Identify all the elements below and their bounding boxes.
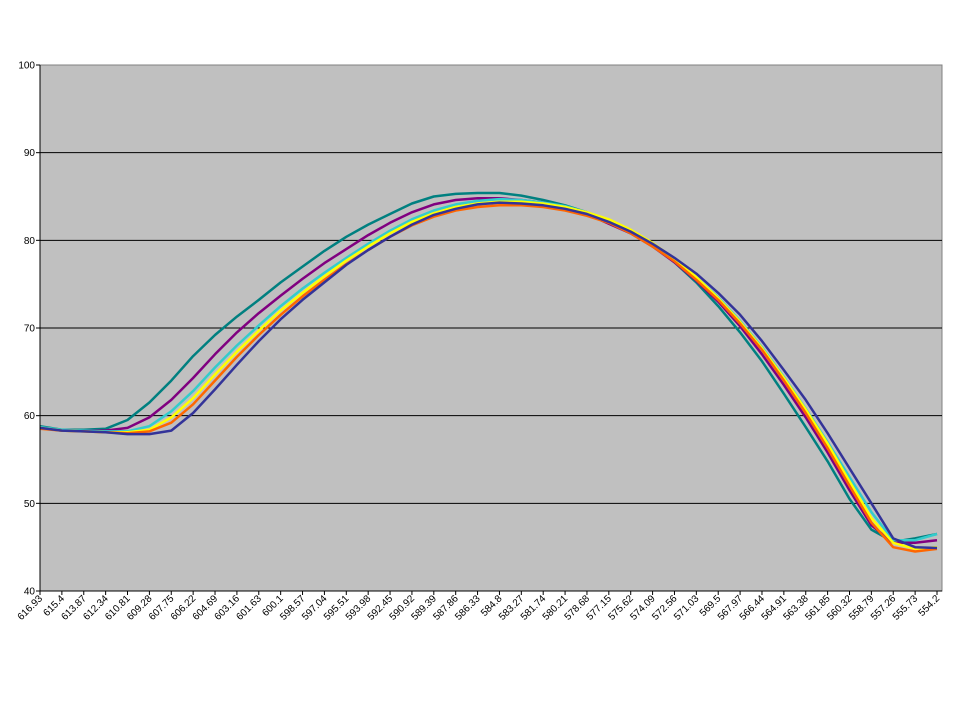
y-tick-label: 50 bbox=[24, 499, 36, 510]
y-tick-label: 60 bbox=[24, 411, 36, 422]
series-line bbox=[39, 204, 938, 553]
y-tick-label: 100 bbox=[18, 61, 35, 72]
series-line bbox=[39, 191, 938, 544]
x-tick-label: 586.33 bbox=[453, 593, 483, 623]
y-tick-label: 90 bbox=[24, 148, 36, 159]
y-tick-label: 70 bbox=[24, 324, 36, 335]
series-line bbox=[39, 201, 938, 550]
series-line bbox=[39, 197, 938, 545]
y-tick-label: 80 bbox=[24, 236, 36, 247]
y-tick-label: 40 bbox=[24, 587, 36, 598]
x-tick-label: 571.03 bbox=[672, 593, 702, 623]
x-tick-label: 554.2 bbox=[917, 593, 943, 619]
x-tick-label: 601.63 bbox=[234, 593, 264, 623]
x-tick-label: 555.73 bbox=[891, 593, 921, 623]
